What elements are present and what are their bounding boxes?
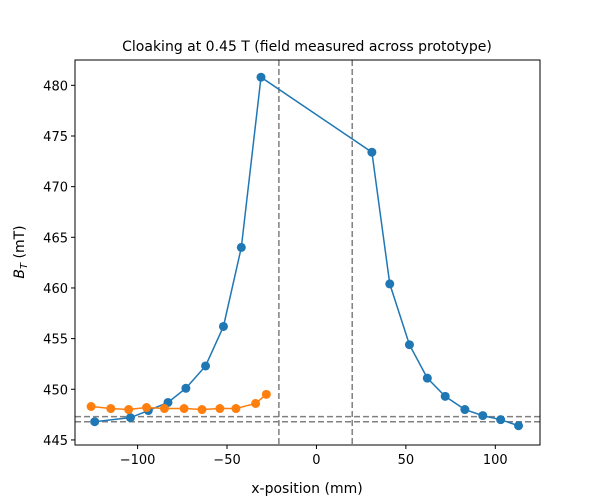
- series-2-point: [159, 404, 169, 414]
- series-2-point: [179, 404, 189, 414]
- series-1-point: [367, 147, 377, 157]
- series-2-point: [231, 404, 241, 414]
- series-2-point: [124, 405, 134, 415]
- plot-area: [75, 60, 540, 445]
- y-tick-label: 465: [43, 231, 68, 246]
- series-2-point: [215, 404, 225, 414]
- y-axis-title-unit: (mT): [12, 225, 28, 263]
- series-2-point: [86, 402, 96, 411]
- x-tick-label: 50: [398, 453, 415, 468]
- series-1-point: [256, 72, 266, 82]
- y-tick-label: 455: [43, 333, 68, 348]
- series-1-point: [422, 373, 432, 383]
- series-2-point: [251, 398, 261, 408]
- y-axis-title: BT (mT): [12, 225, 30, 278]
- y-tick-label: 470: [43, 181, 68, 196]
- series-1-point: [218, 321, 228, 331]
- y-axis-title-main: B: [12, 269, 28, 279]
- chart-title: Cloaking at 0.45 T (field measured acros…: [122, 39, 492, 55]
- series-1-point: [385, 279, 395, 289]
- series-1-point: [90, 417, 100, 427]
- x-axis-title: x-position (mm): [251, 481, 362, 497]
- series-1-point: [496, 415, 506, 425]
- y-tick-label: 460: [43, 282, 68, 297]
- x-tick-label: 100: [483, 453, 508, 468]
- series-1-line: [94, 75, 519, 427]
- series-1-point: [236, 242, 246, 252]
- y-tick-label: 450: [43, 383, 68, 398]
- series-1-point: [514, 421, 524, 431]
- y-tick-label: 445: [43, 434, 68, 449]
- series-1-point: [440, 391, 450, 401]
- series-2-point: [106, 404, 116, 414]
- x-axis: −100 −50 0 50 100: [120, 445, 508, 468]
- series-1-point: [404, 340, 414, 350]
- series-1-point: [201, 361, 211, 371]
- series-1-point: [478, 411, 488, 421]
- y-tick-label: 480: [43, 79, 68, 94]
- series-2-point: [261, 389, 271, 399]
- series-1-point: [125, 413, 135, 423]
- series-2-point: [197, 405, 207, 415]
- y-tick-label: 475: [43, 130, 68, 145]
- plot-frame: [74, 59, 541, 446]
- x-tick-label: 0: [312, 453, 320, 468]
- y-axis-title-sub: T: [19, 262, 30, 269]
- series-2-point: [142, 403, 152, 413]
- series-1-point: [181, 383, 191, 393]
- x-tick-label: −50: [213, 453, 240, 468]
- series-1-point: [460, 405, 470, 415]
- x-tick-label: −100: [120, 453, 156, 468]
- y-axis: 445 450 455 460 465 470 475 480: [43, 79, 75, 449]
